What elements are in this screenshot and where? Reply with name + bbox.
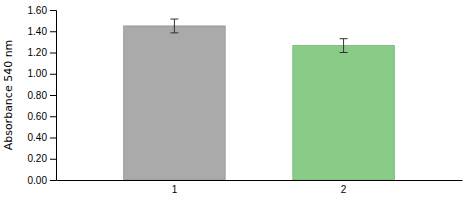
- x-axis-line: [57, 180, 463, 181]
- y-tick-mark: [50, 180, 56, 181]
- y-tick: 0.80: [28, 90, 56, 101]
- bar: [293, 46, 395, 180]
- y-tick: 1.00: [28, 68, 56, 79]
- y-tick-mark: [50, 10, 56, 11]
- y-axis-title: Absorbance 540 nm: [2, 40, 15, 151]
- y-tick-mark: [50, 31, 56, 32]
- chart: 0.000.200.400.600.801.001.201.401.6012Ab…: [0, 0, 474, 204]
- y-tick-label: 0.00: [28, 175, 48, 186]
- y-tick: 1.40: [28, 26, 56, 37]
- y-tick: 0.20: [28, 153, 56, 164]
- y-tick-mark: [50, 74, 56, 75]
- y-axis-line: [50, 11, 57, 181]
- error-bar: [340, 39, 348, 53]
- y-tick-mark: [50, 95, 56, 96]
- y-tick: 0.00: [28, 175, 56, 186]
- y-tick-label: 0.80: [28, 90, 48, 101]
- y-tick-mark: [50, 116, 56, 117]
- y-tick: 0.40: [28, 132, 56, 143]
- y-tick-label: 1.60: [28, 5, 48, 16]
- y-tick: 1.60: [28, 5, 56, 16]
- y-tick-label: 1.40: [28, 26, 48, 37]
- y-tick-mark: [50, 159, 56, 160]
- y-tick-label: 0.40: [28, 132, 48, 143]
- y-tick-label: 1.20: [28, 47, 48, 58]
- y-tick: 0.60: [28, 111, 56, 122]
- x-tick: 2: [341, 184, 347, 195]
- x-tick: 1: [172, 184, 178, 195]
- y-axis: 0.00 0.20 0.40 0.60 0.80 1.00 1.20 1.40 1.60: [28, 5, 57, 186]
- y-tick-mark: [50, 138, 56, 139]
- marks: [124, 19, 395, 180]
- y-tick-label: 1.00: [28, 68, 48, 79]
- y-tick-label: 0.20: [28, 153, 48, 164]
- y-tick: 1.20: [28, 47, 56, 58]
- x-axis: 12: [57, 181, 463, 196]
- x-tick-label: 2: [341, 184, 347, 195]
- plot: 0.000.200.400.600.801.001.201.401.6012Ab…: [2, 5, 463, 195]
- bar: [124, 26, 225, 180]
- y-tick-label: 0.60: [28, 111, 48, 122]
- y-tick-mark: [50, 53, 56, 54]
- x-tick-label: 1: [172, 184, 178, 195]
- error-bar: [170, 19, 178, 33]
